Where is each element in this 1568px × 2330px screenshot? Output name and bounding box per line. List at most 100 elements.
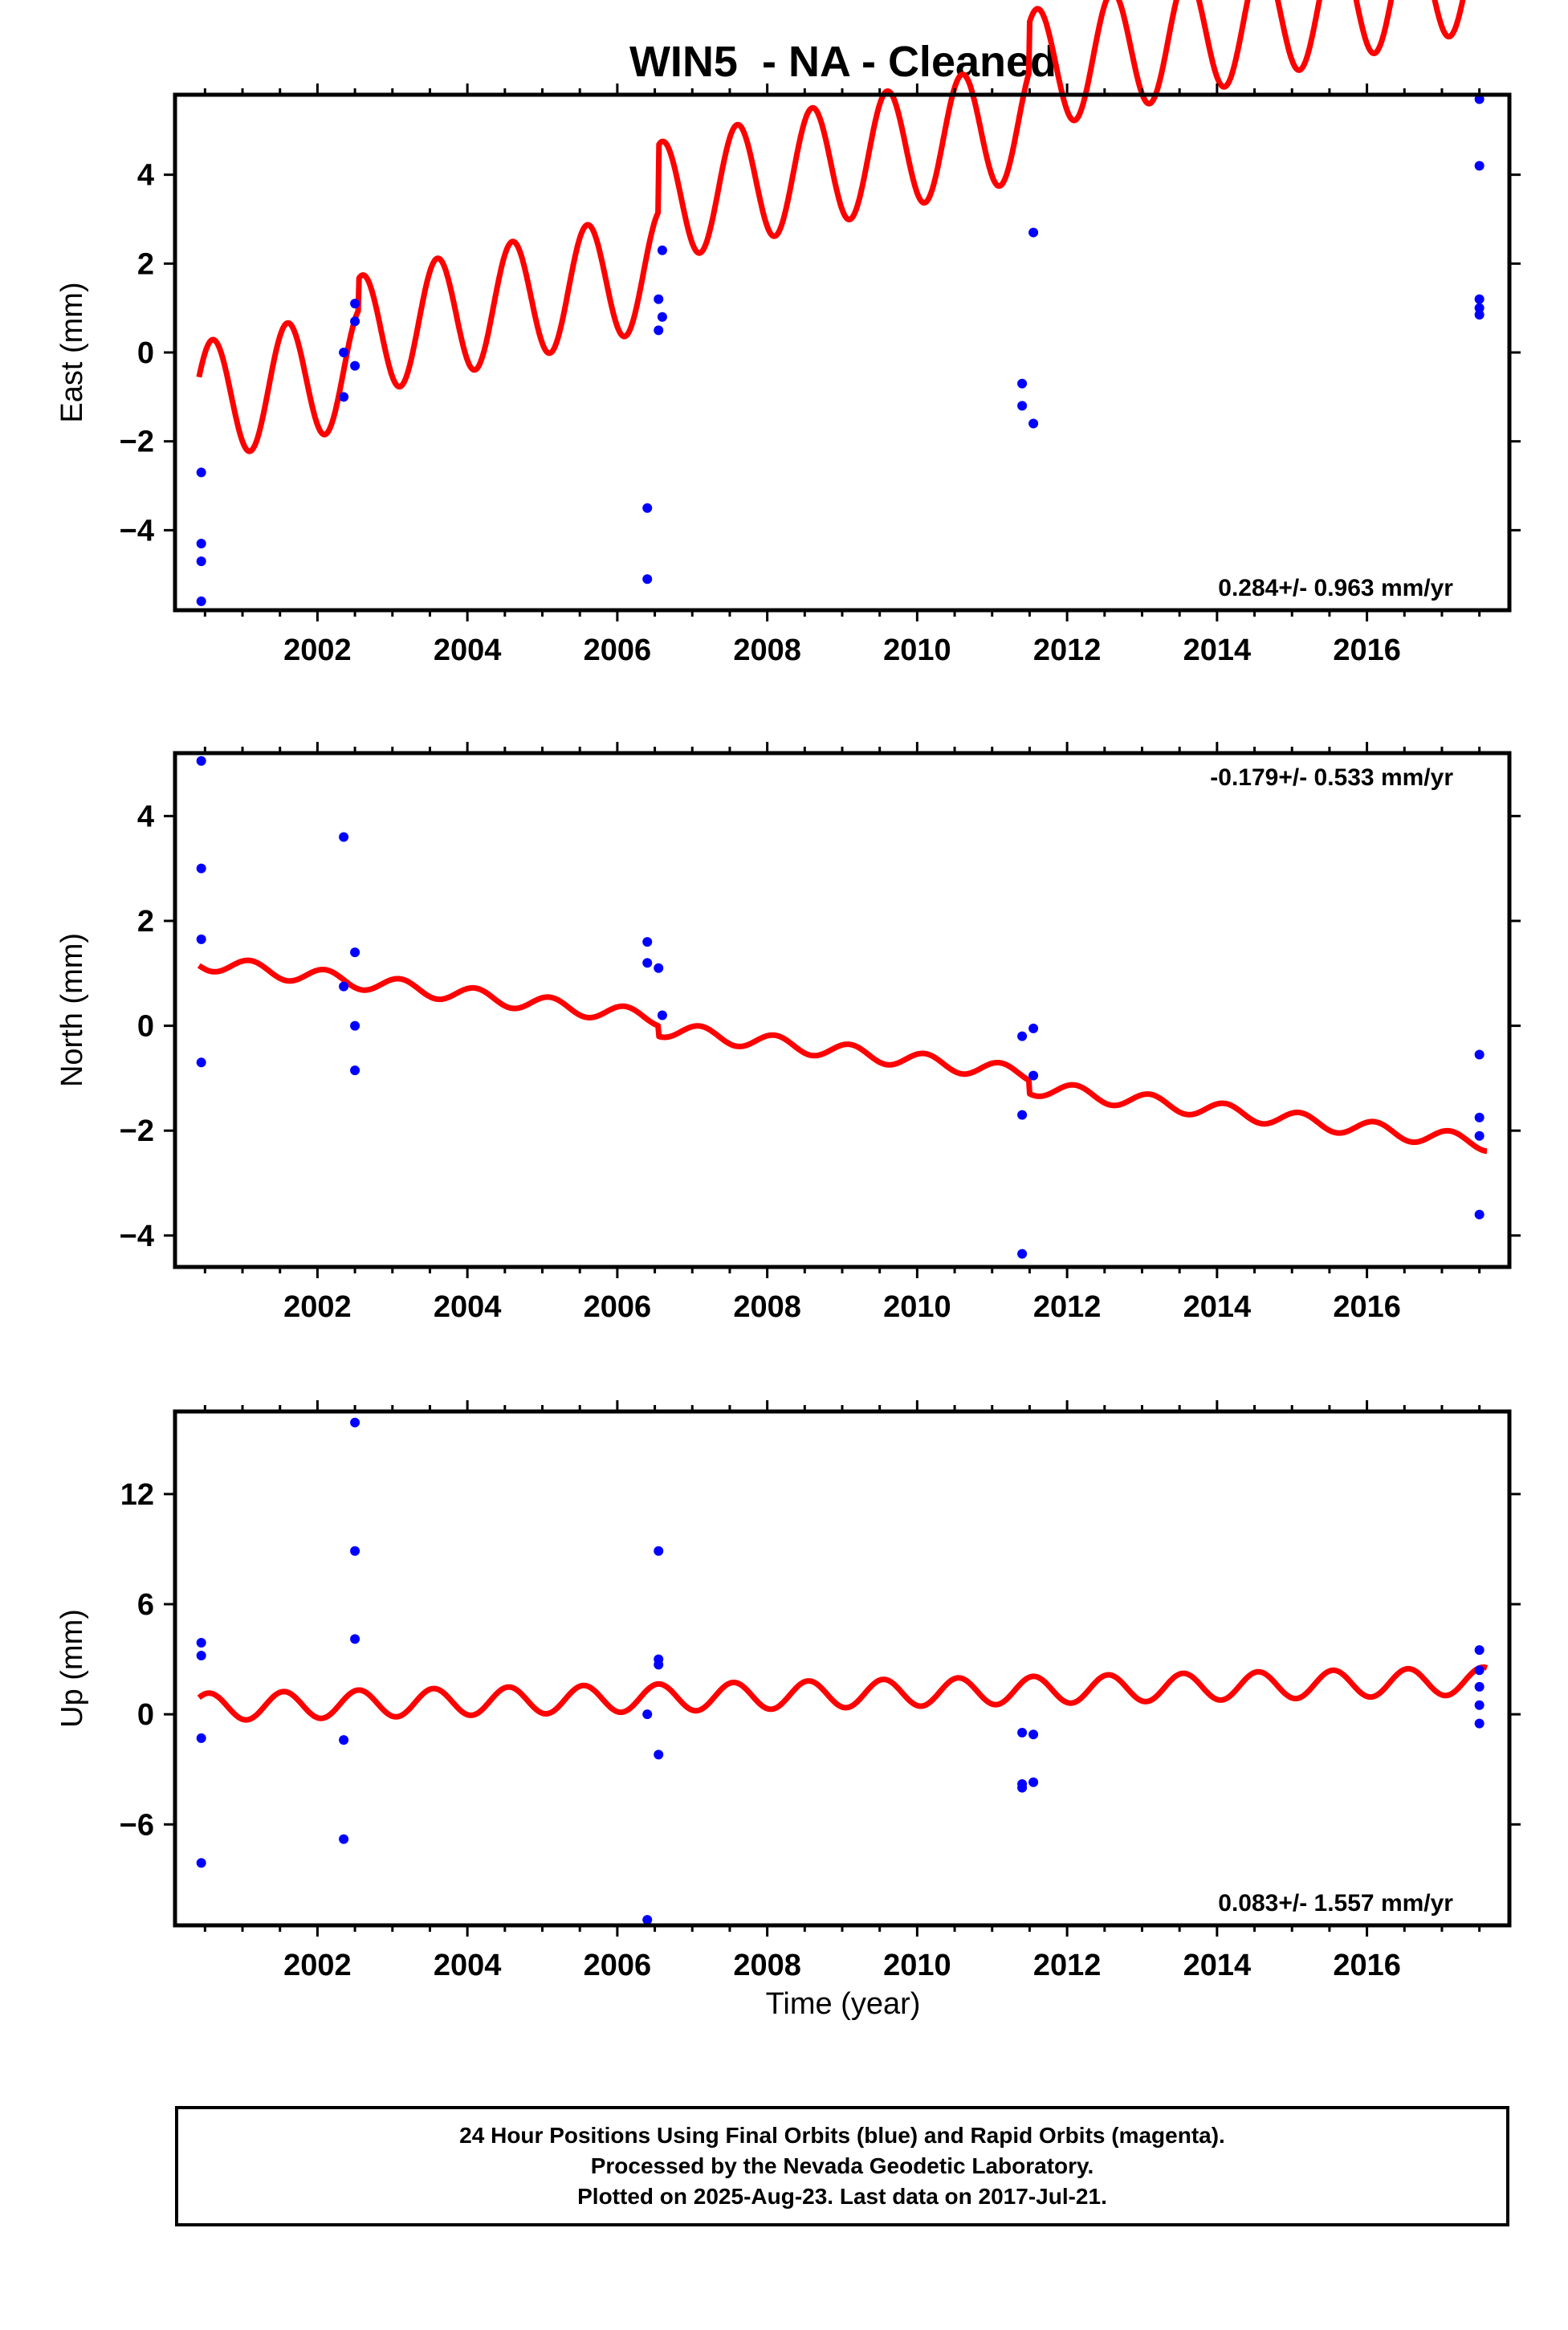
east-data-point bbox=[654, 294, 664, 304]
north-data-point bbox=[1474, 1209, 1485, 1220]
north-data-point bbox=[1028, 1070, 1039, 1081]
east-x-tick-label: 2006 bbox=[584, 633, 652, 667]
up-data-point bbox=[350, 1634, 360, 1644]
east-data-point bbox=[196, 538, 206, 548]
up-plot-frame bbox=[173, 1409, 1512, 1928]
north-y-tick-label: −4 bbox=[120, 1220, 154, 1253]
east-x-tick-label: 2010 bbox=[883, 633, 951, 667]
north-data-point bbox=[339, 981, 349, 992]
north-plot-frame bbox=[173, 751, 1512, 1269]
east-data-point bbox=[1017, 401, 1028, 411]
up-data-point bbox=[654, 1750, 664, 1760]
up-data-point bbox=[339, 1834, 349, 1844]
north-x-tick-label: 2012 bbox=[1033, 1290, 1102, 1324]
north-data-point bbox=[654, 963, 664, 973]
east-data-point bbox=[1474, 309, 1485, 320]
up-data-point bbox=[642, 1915, 653, 1925]
north-data-point bbox=[350, 1065, 360, 1076]
up-x-tick-label: 2010 bbox=[883, 1949, 951, 1982]
east-x-tick-label: 2008 bbox=[733, 633, 801, 667]
north-data-point bbox=[1474, 1112, 1485, 1122]
east-x-tick-label: 2016 bbox=[1333, 633, 1401, 667]
north-x-tick-label: 2016 bbox=[1333, 1290, 1401, 1324]
up-y-axis-label: Up (mm) bbox=[55, 1609, 89, 1728]
up-x-tick-label: 2012 bbox=[1033, 1949, 1102, 1982]
up-data-point bbox=[1028, 1729, 1039, 1740]
east-x-tick-label: 2002 bbox=[283, 633, 352, 667]
up-data-point bbox=[339, 1735, 349, 1745]
up-data-point bbox=[196, 1638, 206, 1648]
north-data-point bbox=[642, 958, 653, 968]
north-data-point bbox=[196, 756, 206, 766]
east-data-point bbox=[1474, 161, 1485, 171]
east-model-fit-line bbox=[196, 0, 1466, 454]
footer-line-3: Plotted on 2025-Aug-23. Last data on 201… bbox=[577, 2184, 1107, 2209]
footer-line-2: Processed by the Nevada Geodetic Laborat… bbox=[590, 2153, 1094, 2178]
east-plot-frame bbox=[173, 92, 1512, 613]
up-x-tick-label: 2008 bbox=[733, 1949, 801, 1982]
up-data-point bbox=[654, 1660, 664, 1670]
up-data-point bbox=[1028, 1777, 1039, 1787]
east-y-tick-label: −2 bbox=[120, 426, 154, 459]
east-data-point bbox=[657, 312, 667, 322]
up-data-point bbox=[196, 1858, 206, 1868]
east-x-tick-label: 2004 bbox=[434, 633, 502, 667]
up-data-point bbox=[1474, 1645, 1485, 1656]
up-y-tick-label: −6 bbox=[120, 1808, 154, 1842]
up-data-point bbox=[1474, 1681, 1485, 1692]
up-model-fit-line bbox=[197, 1664, 1489, 1723]
north-rate-annotation: -0.179+/- 0.533 mm/yr bbox=[1210, 764, 1453, 791]
east-data-point bbox=[339, 348, 349, 357]
east-y-tick-label: 0 bbox=[137, 336, 154, 370]
up-data-point bbox=[1474, 1700, 1485, 1710]
north-data-point bbox=[657, 1010, 667, 1020]
east-data-point bbox=[642, 503, 653, 513]
east-y-tick-label: 2 bbox=[137, 247, 154, 281]
north-x-tick-label: 2006 bbox=[584, 1290, 652, 1324]
north-data-point bbox=[196, 934, 206, 944]
east-x-tick-label: 2012 bbox=[1033, 633, 1102, 667]
north-data-point bbox=[1474, 1049, 1485, 1060]
north-data-point bbox=[1474, 1130, 1485, 1141]
east-panel: 2002 2004 2006 2008 2010 2012 2014 2016 −4 −2 0 2 4 E… bbox=[55, 0, 1521, 667]
up-data-point bbox=[1474, 1718, 1485, 1729]
north-y-tick-label: 2 bbox=[137, 905, 154, 939]
north-y-tick-label: 4 bbox=[137, 800, 154, 833]
east-y-axis-label: East (mm) bbox=[55, 282, 89, 422]
east-data-point bbox=[196, 556, 206, 567]
up-rate-annotation: 0.083+/- 1.557 mm/yr bbox=[1218, 1890, 1453, 1917]
east-data-point bbox=[657, 245, 667, 255]
north-y-axis-label: North (mm) bbox=[55, 933, 89, 1087]
up-data-point bbox=[196, 1651, 206, 1660]
up-x-tick-label: 2014 bbox=[1183, 1949, 1252, 1982]
east-y-tick-label: −4 bbox=[120, 514, 154, 548]
east-data-point bbox=[350, 316, 360, 327]
east-y-tick-label: 4 bbox=[137, 159, 154, 193]
east-data-point bbox=[1017, 378, 1028, 389]
east-data-point bbox=[1028, 227, 1039, 238]
east-data-point bbox=[196, 596, 206, 606]
up-data-point bbox=[654, 1546, 664, 1556]
north-data-point bbox=[196, 863, 206, 874]
east-data-point bbox=[350, 360, 360, 371]
east-x-tick-label: 2014 bbox=[1183, 633, 1252, 667]
north-data-point bbox=[339, 832, 349, 842]
east-data-point bbox=[1474, 294, 1485, 304]
up-y-tick-label: 0 bbox=[137, 1698, 154, 1732]
north-x-tick-label: 2002 bbox=[283, 1290, 352, 1324]
up-x-tick-label: 2016 bbox=[1333, 1949, 1401, 1982]
east-data-point bbox=[642, 574, 653, 585]
north-data-point bbox=[1017, 1249, 1028, 1259]
up-x-tick-label: 2002 bbox=[283, 1949, 352, 1982]
north-x-tick-label: 2008 bbox=[733, 1290, 801, 1324]
north-data-point bbox=[350, 1020, 360, 1031]
up-data-point bbox=[1474, 1665, 1485, 1676]
footer-note-box: 24 Hour Positions Using Final Orbits (bl… bbox=[175, 2106, 1509, 2226]
north-data-point bbox=[642, 937, 653, 947]
east-data-point bbox=[654, 325, 664, 336]
east-rate-annotation: 0.284+/- 0.963 mm/yr bbox=[1218, 575, 1453, 601]
north-y-tick-label: −2 bbox=[120, 1114, 154, 1148]
up-data-point bbox=[642, 1709, 653, 1720]
east-data-point bbox=[1028, 418, 1039, 429]
